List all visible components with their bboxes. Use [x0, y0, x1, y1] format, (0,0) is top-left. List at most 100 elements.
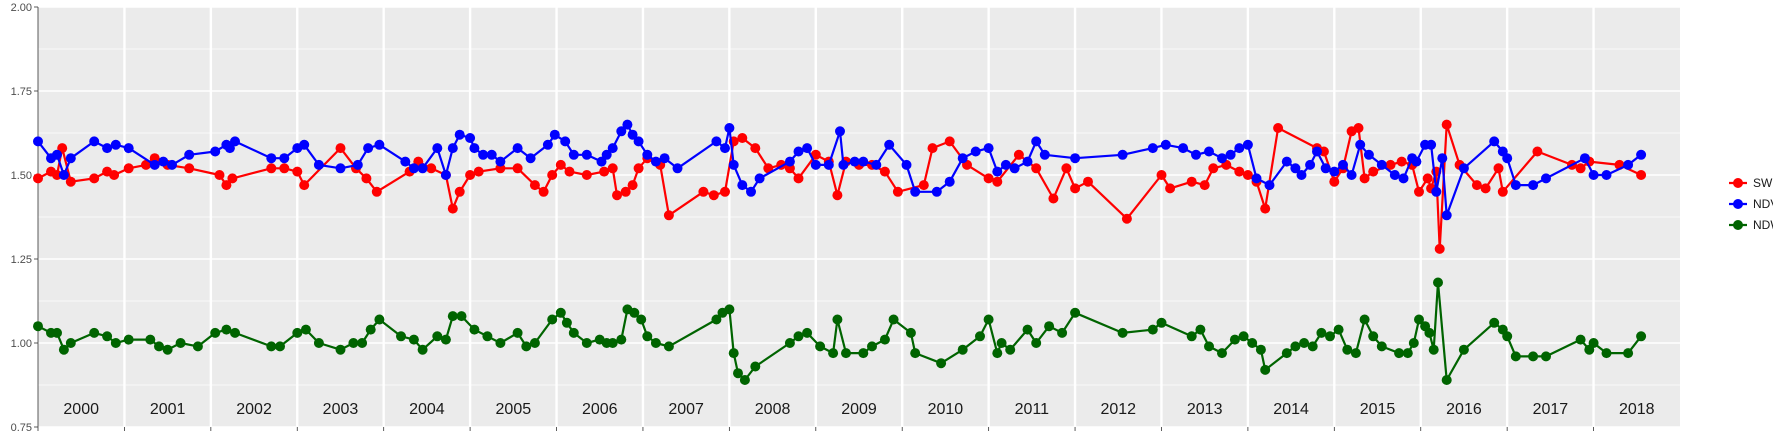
data-point-ndvi	[1217, 153, 1227, 164]
data-point-ndvi	[1191, 149, 1201, 160]
data-point-ndwi	[1588, 338, 1599, 348]
data-point-ndvi	[983, 143, 994, 154]
data-point-ndwi	[1502, 331, 1513, 342]
data-point-ndvi	[802, 143, 813, 154]
data-point-ndwi	[521, 341, 532, 352]
data-point-swir	[763, 163, 774, 174]
data-point-ndwi	[1428, 344, 1439, 355]
data-point-ndwi	[292, 327, 303, 338]
data-point-ndwi	[110, 338, 121, 348]
legend-item-ndvi: NDVI	[1729, 197, 1773, 211]
data-point-ndwi	[975, 331, 985, 342]
data-point-ndvi	[299, 139, 310, 150]
data-point-ndwi	[1044, 321, 1055, 332]
data-point-ndvi	[931, 186, 942, 197]
data-point-swir	[65, 176, 76, 187]
data-point-swir	[1083, 176, 1093, 187]
data-point-ndvi	[167, 159, 177, 170]
data-point-ndwi	[784, 338, 795, 348]
data-point-ndwi	[1316, 327, 1327, 338]
data-point-ndwi	[750, 361, 761, 372]
data-point-swir	[1260, 203, 1271, 214]
data-point-ndwi	[417, 344, 428, 355]
data-point-swir	[832, 190, 843, 201]
data-point-ndwi	[1342, 344, 1353, 355]
data-point-swir	[538, 186, 549, 197]
data-point-ndwi	[983, 314, 994, 325]
data-point-ndwi	[1281, 348, 1292, 359]
data-point-swir	[627, 180, 638, 191]
data-point-ndwi	[1299, 338, 1310, 348]
data-point-ndvi	[901, 159, 912, 170]
data-point-swir	[983, 173, 994, 184]
data-point-ndwi	[828, 348, 839, 359]
data-point-swir	[1234, 166, 1245, 177]
data-point-ndvi	[149, 159, 160, 170]
legend-marker	[1733, 178, 1743, 188]
data-point-ndwi	[58, 344, 69, 355]
data-point-ndwi	[1414, 314, 1424, 325]
data-point-ndvi	[58, 170, 69, 180]
data-point-ndwi	[447, 311, 458, 322]
data-point-ndvi	[633, 136, 644, 147]
data-point-ndwi	[724, 304, 735, 315]
data-point-ndvi	[596, 156, 607, 167]
data-point-ndwi	[1070, 307, 1081, 318]
data-point-ndvi	[627, 129, 638, 140]
data-point-ndvi	[1623, 159, 1634, 170]
data-point-ndwi	[357, 338, 368, 348]
data-point-ndwi	[175, 338, 186, 348]
data-point-ndwi	[221, 324, 232, 335]
data-point-ndwi	[1541, 351, 1551, 362]
data-point-ndvi	[884, 139, 895, 150]
data-point-swir	[810, 149, 821, 160]
data-point-ndwi	[1117, 327, 1128, 338]
data-point-ndwi	[1376, 341, 1387, 352]
data-point-ndwi	[33, 321, 43, 332]
data-point-ndvi	[910, 186, 921, 197]
data-point-ndwi	[300, 324, 311, 335]
data-point-ndvi	[871, 159, 882, 170]
year-label: 2013	[1187, 401, 1223, 418]
data-point-ndvi	[1601, 170, 1612, 180]
data-point-swir	[361, 173, 372, 184]
data-point-ndvi	[549, 129, 560, 140]
data-point-ndvi	[560, 136, 571, 147]
data-point-ndvi	[1281, 156, 1292, 167]
data-point-ndvi	[1225, 149, 1236, 160]
year-label: 2008	[755, 401, 791, 418]
y-tick-label: 1.25	[11, 254, 32, 266]
data-point-ndvi	[1579, 153, 1590, 164]
data-point-ndwi	[335, 344, 346, 355]
data-point-ndwi	[905, 327, 916, 338]
data-point-ndwi	[1333, 324, 1344, 335]
data-point-ndwi	[1408, 338, 1419, 348]
data-point-swir	[214, 170, 225, 180]
data-point-swir	[292, 166, 303, 177]
data-point-swir	[1048, 193, 1059, 204]
data-point-ndwi	[581, 338, 592, 348]
data-point-swir	[1480, 183, 1491, 194]
year-label: 2015	[1360, 401, 1396, 418]
data-point-swir	[879, 166, 890, 177]
data-point-ndwi	[154, 341, 164, 352]
data-point-ndvi	[1431, 186, 1442, 197]
data-point-ndwi	[408, 334, 419, 345]
data-point-ndwi	[888, 314, 899, 325]
data-point-swir	[564, 166, 575, 177]
data-point-ndwi	[1528, 351, 1539, 362]
data-point-swir	[1199, 180, 1210, 191]
data-point-ndvi	[992, 166, 1003, 177]
data-point-swir	[1422, 173, 1433, 184]
data-point-swir	[1208, 163, 1219, 174]
data-point-swir	[1636, 170, 1647, 180]
data-point-ndvi	[465, 133, 476, 143]
data-point-swir	[89, 173, 100, 184]
data-point-ndwi	[102, 331, 113, 342]
axes: 0.75 1.00 1.25 1.50 1.75 2.00 2000 2001 2002 2003…	[11, 2, 1655, 434]
data-point-swir	[447, 203, 458, 214]
year-label: 2011	[1015, 401, 1050, 418]
data-point-ndvi	[374, 139, 385, 150]
data-point-ndvi	[622, 119, 633, 130]
data-point-swir	[992, 176, 1003, 187]
